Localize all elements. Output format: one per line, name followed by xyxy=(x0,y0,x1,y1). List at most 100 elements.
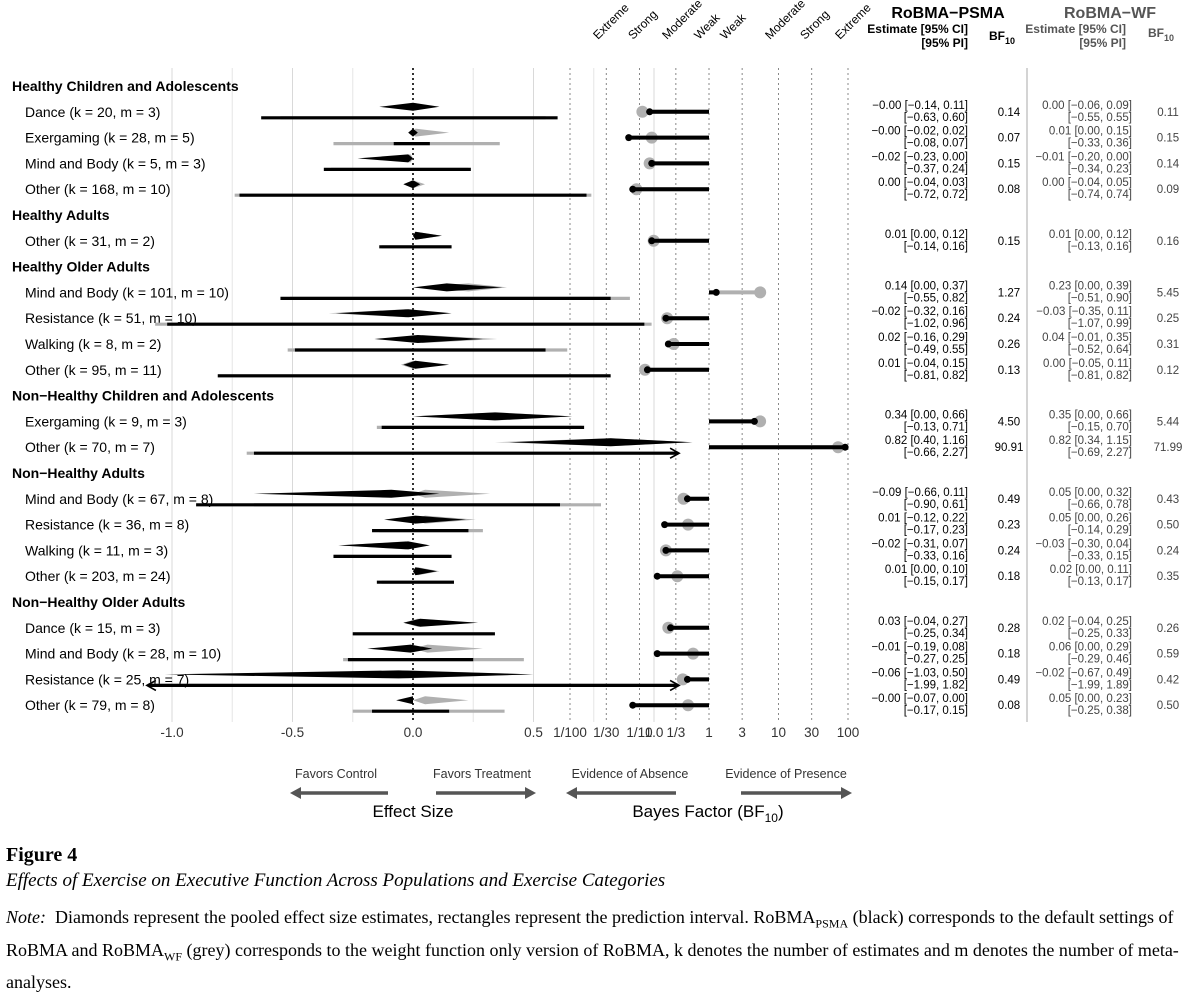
arrow-favors-treatment-head xyxy=(525,787,536,799)
wf-bf-text: 0.09 xyxy=(1157,184,1179,196)
psma-bf-text: 4.50 xyxy=(998,416,1020,428)
figure-number: Figure 4 xyxy=(6,844,78,866)
evidence-label: Strong xyxy=(625,7,660,42)
psma-estimate-diamond xyxy=(413,283,503,292)
forest-row: Other (k = 168, m = 10) 0.00 [−0.04, 0.03… xyxy=(25,177,1179,201)
figure-caption: Figure 4 Effects of Exercise on Executiv… xyxy=(6,842,1194,995)
bf-tick-label: 100 xyxy=(837,725,860,740)
wf-pi-text: [−0.13, 0.16] xyxy=(1068,241,1132,253)
psma-pi-text: [−0.13, 0.71] xyxy=(904,421,968,433)
favors-treatment-label: Favors Treatment xyxy=(433,767,531,781)
psma-bf-point xyxy=(643,366,651,374)
note-sub-psma: PSMA xyxy=(815,916,849,931)
psma-estimate-diamond xyxy=(374,335,483,343)
wf-pi-text: [−0.69, 2.27] xyxy=(1068,447,1132,459)
row-label: Other (k = 203, m = 24) xyxy=(25,568,171,584)
psma-pi-text: [−1.99, 1.82] xyxy=(904,679,968,691)
psma-bf-text: 0.08 xyxy=(998,184,1020,196)
row-label: Walking (k = 8, m = 2) xyxy=(25,336,161,352)
psma-bf-point xyxy=(648,159,656,167)
forest-row: Walking (k = 8, m = 2) 0.02 [−0.16, 0.29]… xyxy=(25,332,1179,356)
psma-estimate-diamond xyxy=(396,696,413,705)
psma-prediction-interval-arrow-left xyxy=(145,679,157,692)
wf-estimate-text: 0.02 [0.00, 0.11] xyxy=(1050,564,1132,576)
wf-bf-text: 0.25 xyxy=(1157,313,1179,325)
psma-pi-text: [−0.14, 0.16] xyxy=(904,241,968,253)
wf-pi-text: [−0.33, 0.15] xyxy=(1068,550,1132,562)
note-text-1: Diamonds represent the pooled effect siz… xyxy=(55,907,816,927)
psma-estimate-text: −0.06 [−1.03, 0.50] xyxy=(871,667,968,679)
bf-tick-label: 30 xyxy=(804,725,819,740)
psma-bf-point xyxy=(625,134,633,142)
psma-pi-text: [−0.33, 0.16] xyxy=(904,550,968,562)
psma-bf-text: 0.15 xyxy=(998,158,1020,170)
row-label: Mind and Body (k = 5, m = 3) xyxy=(25,155,206,171)
psma-bf-point xyxy=(629,701,637,709)
forest-row: Dance (k = 15, m = 3) 0.03 [−0.04, 0.27][… xyxy=(25,616,1179,640)
wf-bf-text: 0.16 xyxy=(1157,236,1179,248)
psma-estimate-diamond xyxy=(384,515,467,524)
row-label: Mind and Body (k = 28, m = 10) xyxy=(25,646,221,662)
wf-pi-text: [−0.55, 0.55] xyxy=(1068,112,1132,124)
wf-estimate-text: 0.00 [−0.05, 0.11] xyxy=(1043,358,1132,370)
row-label: Mind and Body (k = 67, m = 8) xyxy=(25,491,213,507)
wf-bf-text: 0.59 xyxy=(1157,649,1179,661)
group-title: Non−Healthy Adults xyxy=(12,465,145,481)
psma-estimate-text: 0.01 [0.00, 0.10] xyxy=(885,564,968,576)
psma-prediction-interval-arrow-right xyxy=(669,447,681,459)
psma-bf-text: 0.13 xyxy=(998,365,1020,377)
psma-estimate-text: −0.00 [−0.07, 0.00] xyxy=(871,693,968,705)
wf-pi-text: [−0.52, 0.64] xyxy=(1068,344,1132,356)
wf-estimate-text: −0.03 [−0.35, 0.11] xyxy=(1036,306,1132,318)
forest-row: Mind and Body (k = 101, m = 10) 0.14 [0.0… xyxy=(25,280,1179,304)
row-label: Other (k = 70, m = 7) xyxy=(25,439,155,455)
evidence-label: Weak xyxy=(717,10,749,42)
effect-tick-label: 0.5 xyxy=(524,725,543,740)
wf-bf-point xyxy=(636,105,649,118)
psma-bf-text: 90.91 xyxy=(995,442,1024,454)
psma-estimate-diamond xyxy=(357,154,413,163)
wf-estimate-diamond xyxy=(413,644,483,653)
wf-pi-text: [−0.81, 0.82] xyxy=(1068,370,1132,382)
psma-bf-point xyxy=(683,495,691,503)
psma-estimate-text: −0.09 [−0.66, 0.11] xyxy=(872,487,968,499)
forest-row: Other (k = 95, m = 11) 0.01 [−0.04, 0.15]… xyxy=(25,358,1179,382)
forest-row: Exergaming (k = 9, m = 3) 0.34 [0.00, 0.6… xyxy=(25,409,1180,433)
psma-pi-text: [−0.27, 0.25] xyxy=(904,654,968,666)
psma-estimate-text: 0.82 [0.40, 1.16] xyxy=(885,435,968,447)
psma-estimate-text: −0.00 [−0.14, 0.11] xyxy=(872,100,968,112)
wf-bf-text: 5.44 xyxy=(1157,416,1180,428)
row-label: Walking (k = 11, m = 3) xyxy=(25,542,168,558)
wf-pi-text: [−0.14, 0.29] xyxy=(1068,525,1132,537)
psma-bf-point xyxy=(683,675,691,683)
psma-estimate-diamond xyxy=(413,567,438,576)
row-label: Other (k = 168, m = 10) xyxy=(25,181,171,197)
psma-bf-point xyxy=(662,314,670,322)
wf-pi-text: [−1.99, 1.89] xyxy=(1068,679,1132,691)
psma-pi-text: [−0.17, 0.15] xyxy=(904,705,968,717)
wf-estimate-text: −0.01 [−0.20, 0.00] xyxy=(1035,151,1132,163)
psma-estimate-text: 0.34 [0.00, 0.66] xyxy=(885,409,968,421)
psma-pi-text: [−0.63, 0.60] xyxy=(904,112,968,124)
row-label: Resistance (k = 36, m = 8) xyxy=(25,517,189,533)
forest-row: Mind and Body (k = 67, m = 8) −0.09 [−0.6… xyxy=(25,487,1179,511)
wf-estimate-text: 0.01 [0.00, 0.12] xyxy=(1049,229,1132,241)
psma-pi-text: [−0.66, 2.27] xyxy=(904,447,968,459)
psma-estimate-text: −0.02 [−0.31, 0.07] xyxy=(871,538,968,550)
psma-pi-text: [−0.37, 0.24] xyxy=(904,163,968,175)
wf-bf-text: 0.12 xyxy=(1157,365,1179,377)
psma-pi-text: [−0.15, 0.17] xyxy=(904,576,968,588)
psma-estimate-diamond xyxy=(338,541,430,550)
psma-pi-text: [−0.55, 0.82] xyxy=(904,292,968,304)
bf-tick-label: 1 xyxy=(705,725,713,740)
group-title: Healthy Older Adults xyxy=(12,259,150,275)
psma-bf-point xyxy=(653,650,661,658)
psma-pi-text: [−0.49, 0.55] xyxy=(904,344,968,356)
psma-bf-text: 0.26 xyxy=(998,339,1020,351)
evidence-presence-label: Evidence of Presence xyxy=(725,767,847,781)
psma-estimate-text: 0.03 [−0.04, 0.27] xyxy=(878,616,968,628)
psma-pi-text: [−0.17, 0.23] xyxy=(904,525,968,537)
psma-bf-text: 0.49 xyxy=(998,674,1020,686)
favors-control-label: Favors Control xyxy=(295,767,377,781)
psma-estimate-text: 0.02 [−0.16, 0.29] xyxy=(878,332,968,344)
